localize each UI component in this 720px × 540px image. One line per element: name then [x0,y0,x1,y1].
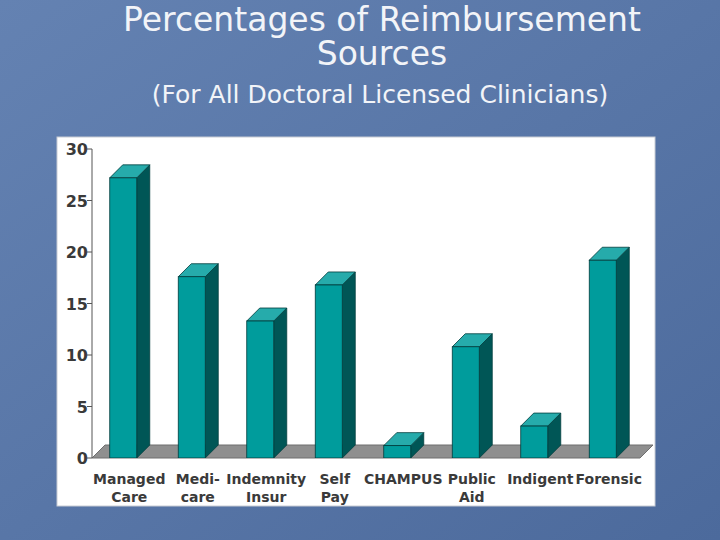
bar-top [384,433,424,446]
x-tick-label: Indigent [507,471,573,487]
bar [247,321,274,458]
y-tick-label: 5 [77,398,88,417]
title-line: Sources [317,34,448,73]
bar-top [521,413,561,426]
x-tick-label: Public Aid [448,471,496,505]
x-tick-label-line: Aid [459,489,485,505]
floor [92,445,653,458]
bar [178,277,205,458]
bar-top [110,165,150,178]
x-tick-label-line: Managed [93,471,165,487]
subtitle: (For All Doctoral Licensed Clinicians) [152,80,608,109]
x-tick-label-line: Indemnity [226,471,306,487]
x-tick-label-line: Pay [321,489,349,505]
bar [384,446,411,458]
y-tick-label: 0 [77,449,88,468]
x-tick-label-line: care [181,489,215,505]
x-tick-label-line: Care [111,489,147,505]
y-tick-label: 30 [66,140,88,159]
x-tick-label-line: Forensic [576,471,642,487]
background [0,0,720,540]
x-tick-label: Medi-care [176,471,220,505]
bar-top [589,247,629,260]
x-tick-label: Indemnity Insur [226,471,306,505]
x-tick-label: Managed Care [93,471,165,505]
bar-side [342,272,355,458]
chart: Percentages of ReimbursementSources (For … [0,0,720,540]
x-tick-label: Self Pay [320,471,351,505]
y-tick-label: 15 [66,295,88,314]
y-tick-label: 10 [66,346,88,365]
bar [315,285,342,458]
title: Percentages of ReimbursementSources [123,0,641,73]
chart-panel [57,137,655,506]
bar-top [452,334,492,347]
bar [589,260,616,458]
bar [521,426,548,458]
bar-side [205,264,218,458]
y-tick-label: 25 [66,192,88,211]
bar-side [616,247,629,458]
x-tick-label: CHAMPUS [364,471,442,487]
bar-side [137,165,150,458]
bar-top [247,308,287,321]
bar [452,347,479,458]
bar-side [479,334,492,458]
x-tick-label-line: Insur [246,489,286,505]
bar-top [315,272,355,285]
bar [110,178,137,458]
x-tick-label-line: CHAMPUS [364,471,442,487]
x-tick-label-line: Self [320,471,351,487]
x-tick-label-line: Medi- [176,471,220,487]
x-tick-label-line: Public [448,471,496,487]
bar-top [178,264,218,277]
x-tick-label: Forensic [576,471,642,487]
y-tick-label: 20 [66,243,88,262]
x-tick-label-line: Indigent [507,471,573,487]
bars [110,165,630,458]
bar-side [274,308,287,458]
